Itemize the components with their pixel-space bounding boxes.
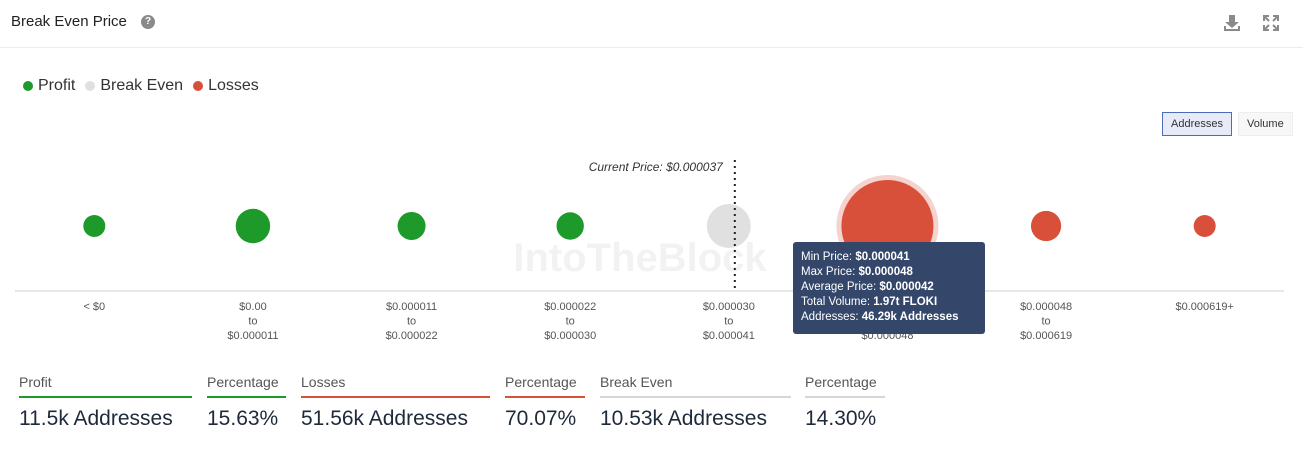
legend-item-losses[interactable]: Losses <box>193 77 259 95</box>
current-price-label: Current Price: $0.000037 <box>589 160 724 174</box>
bubble-profit <box>397 211 426 241</box>
x-tick-label: $0.000011 <box>227 330 278 342</box>
x-tick-label: $0.000022 <box>544 301 596 313</box>
x-tick-label: $0.000011 <box>386 301 437 313</box>
legend-label-break-even: Break Even <box>100 77 184 94</box>
chart-legend: Profit Break Even Losses <box>23 77 269 95</box>
legend-dot-break-even <box>85 81 96 91</box>
stat-label: Percentage <box>505 374 577 390</box>
x-tick-label: to <box>248 316 257 328</box>
stat-label: Percentage <box>207 374 279 390</box>
x-tick-label: $0.000048 <box>1020 301 1072 313</box>
x-tick-label: $0.00 <box>239 301 267 313</box>
chart-header: Break Even Price ? <box>0 0 1303 48</box>
x-tick-label: to <box>1041 316 1050 328</box>
page-title: Break Even Price <box>11 13 127 30</box>
x-tick-label: $0.000041 <box>703 330 755 342</box>
bubble-losses <box>1193 215 1216 237</box>
bubble-tooltip: Min Price: $0.000041 Max Price: $0.00004… <box>793 242 985 334</box>
bubble-profit <box>556 212 584 240</box>
tooltip-avg-price: Average Price: $0.000042 <box>801 281 934 293</box>
stat-value: 11.5k Addresses <box>19 407 173 430</box>
x-tick-label: $0.000030 <box>703 301 755 313</box>
x-tick-label: $0.000022 <box>386 330 438 342</box>
legend-dot-profit <box>23 81 33 91</box>
legend-item-profit[interactable]: Profit <box>23 77 75 95</box>
bubble-profit <box>83 215 106 237</box>
stat-label: Percentage <box>805 374 877 390</box>
stat-underline <box>600 396 791 398</box>
stat-underline <box>301 396 490 398</box>
tooltip-min-price: Min Price: $0.000041 <box>801 251 910 263</box>
tooltip-total-volume: Total Volume: 1.97t FLOKI <box>801 296 938 308</box>
bubble-losses <box>1030 210 1062 242</box>
stat-value: 10.53k Addresses <box>600 407 767 430</box>
x-tick-label: to <box>407 316 416 328</box>
x-tick-label: $0.000030 <box>544 330 596 342</box>
legend-label-losses: Losses <box>208 77 259 94</box>
stat-value: 15.63% <box>207 407 279 430</box>
stat-underline <box>805 396 885 398</box>
addresses-toggle-button[interactable]: Addresses <box>1162 112 1232 136</box>
stat-break-even: Break Even 10.53k Addresses <box>600 374 791 431</box>
download-icon[interactable] <box>1221 12 1243 34</box>
stat-label: Losses <box>301 374 346 390</box>
legend-item-break-even[interactable]: Break Even <box>85 77 183 95</box>
bubble-profit <box>235 208 271 244</box>
x-tick-label: to <box>566 316 575 328</box>
stat-value: 14.30% <box>805 407 877 430</box>
stat-underline <box>505 396 585 398</box>
bubble-chart: IntoTheBlock< $0 $0.00to$0.000011$0.00001… <box>15 160 1284 342</box>
stat-value: 51.56k Addresses <box>301 407 468 430</box>
stat-losses: Losses 51.56k Addresses <box>301 374 490 431</box>
stat-underline <box>19 396 192 398</box>
legend-dot-losses <box>193 81 204 91</box>
stat-profit-percentage: Percentage 15.63% <box>207 374 286 431</box>
stat-value: 70.07% <box>505 407 577 430</box>
x-tick-label: to <box>724 316 733 328</box>
stat-label: Profit <box>19 374 52 390</box>
tooltip-addresses: Addresses: 46.29k Addresses <box>801 311 959 323</box>
legend-label-profit: Profit <box>38 77 76 94</box>
expand-icon[interactable] <box>1260 12 1282 34</box>
x-tick-label: $0.000619 <box>1020 330 1072 342</box>
stat-underline <box>207 396 286 398</box>
bubble-break_even <box>706 204 751 248</box>
question-circle-icon[interactable]: ? <box>141 15 155 29</box>
volume-toggle-button[interactable]: Volume <box>1238 112 1293 136</box>
tooltip-max-price: Max Price: $0.000048 <box>801 266 913 278</box>
stat-profit: Profit 11.5k Addresses <box>19 374 192 431</box>
stat-losses-percentage: Percentage 70.07% <box>505 374 585 431</box>
stat-break-even-percentage: Percentage 14.30% <box>805 374 885 431</box>
x-tick-label: < $0 <box>83 301 105 313</box>
stat-label: Break Even <box>600 374 673 390</box>
x-tick-label: $0.000619+ <box>1175 301 1233 313</box>
